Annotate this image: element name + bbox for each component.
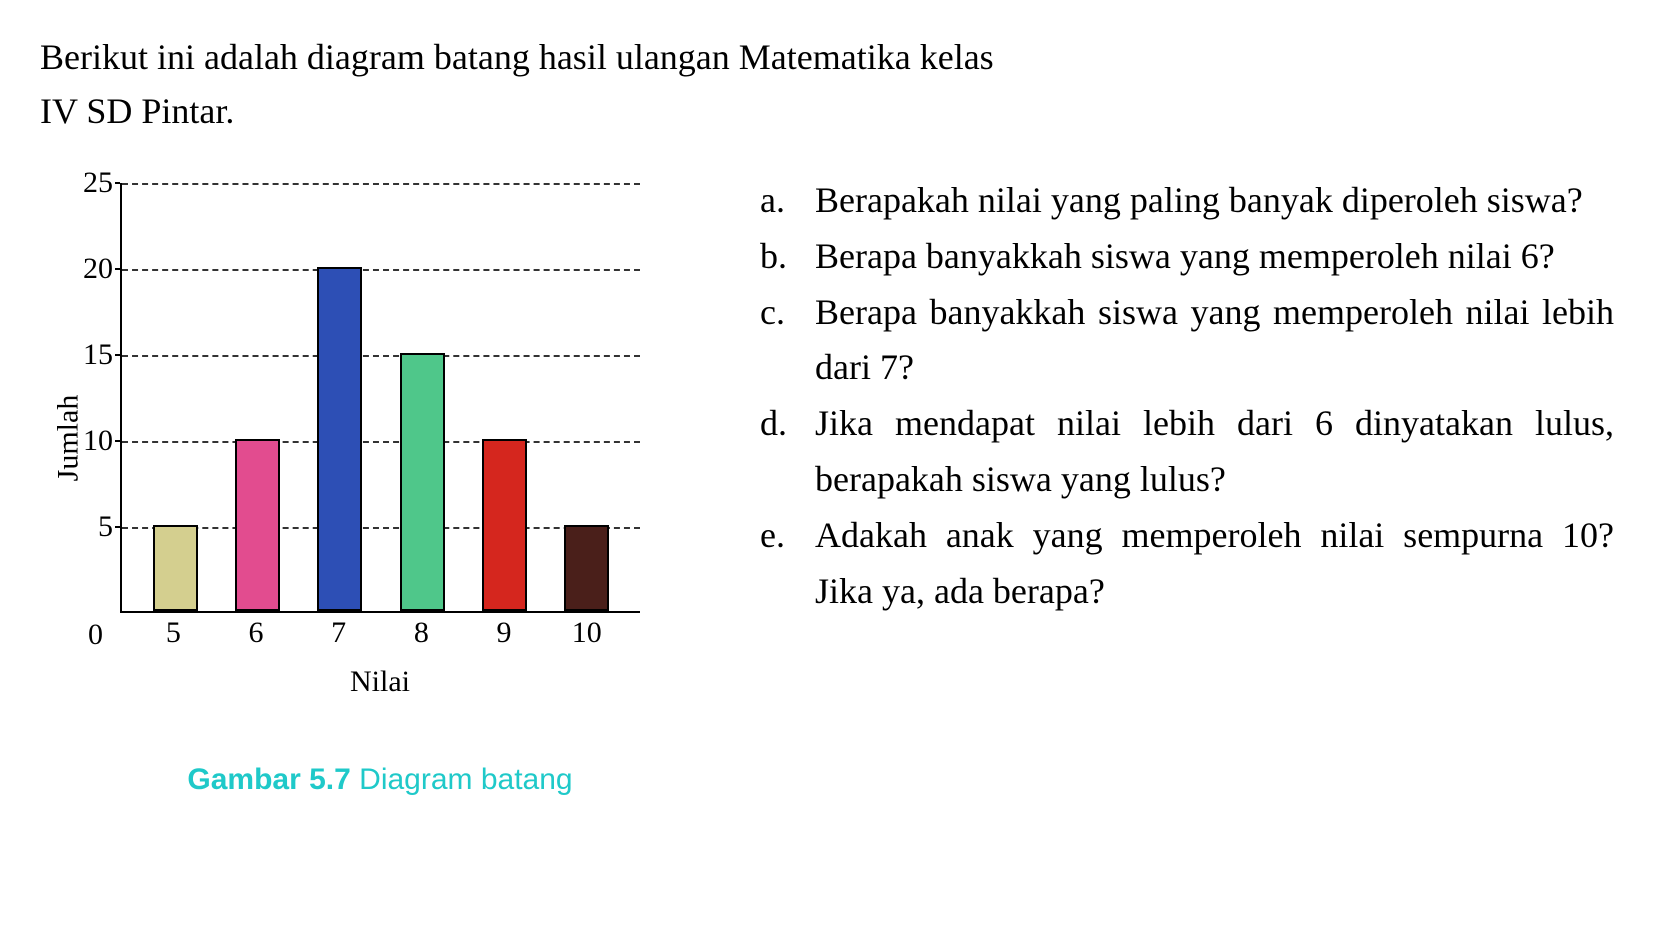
bar-chart: Jumlah 510152025 0 5678910 Nilai bbox=[40, 173, 660, 703]
question-item: b.Berapa banyakkah siswa yang memperoleh… bbox=[760, 229, 1614, 285]
question-item: c.Berapa banyakkah siswa yang memperoleh… bbox=[760, 285, 1614, 397]
bar-slot bbox=[463, 183, 545, 611]
title-block: Berikut ini adalah diagram batang hasil … bbox=[40, 30, 1614, 138]
chart-caption: Gambar 5.7 Diagram batang bbox=[70, 763, 690, 797]
bar-slot bbox=[299, 183, 381, 611]
y-tick-label: 25 bbox=[78, 166, 113, 200]
question-letter: b. bbox=[760, 229, 815, 285]
question-letter: e. bbox=[760, 508, 815, 620]
question-text: Berapa banyakkah siswa yang memperoleh n… bbox=[815, 285, 1614, 397]
x-ticks: 5678910 bbox=[120, 616, 640, 650]
bar bbox=[235, 439, 280, 611]
x-tick-label: 7 bbox=[297, 616, 380, 650]
content-row: Jumlah 510152025 0 5678910 Nilai Gambar … bbox=[40, 173, 1614, 797]
bar bbox=[153, 525, 198, 611]
question-letter: d. bbox=[760, 396, 815, 508]
x-tick-label: 8 bbox=[380, 616, 463, 650]
title-line-1: Berikut ini adalah diagram batang hasil … bbox=[40, 30, 1614, 84]
bar-slot bbox=[134, 183, 216, 611]
question-letter: c. bbox=[760, 285, 815, 397]
title-line-2: IV SD Pintar. bbox=[40, 84, 1614, 138]
caption-text: Diagram batang bbox=[351, 763, 573, 796]
chart-column: Jumlah 510152025 0 5678910 Nilai Gambar … bbox=[40, 173, 690, 797]
bar bbox=[482, 439, 527, 611]
question-text: Adakah anak yang memperoleh nilai sempur… bbox=[815, 508, 1614, 620]
y-origin-label: 0 bbox=[88, 618, 103, 652]
question-text: Jika mendapat nilai lebih dari 6 dinyata… bbox=[815, 396, 1614, 508]
bar-slot bbox=[546, 183, 628, 611]
bar-slot bbox=[381, 183, 463, 611]
x-tick-label: 9 bbox=[463, 616, 546, 650]
question-letter: a. bbox=[760, 173, 815, 229]
bar bbox=[317, 267, 362, 611]
x-tick-label: 5 bbox=[132, 616, 215, 650]
question-item: d.Jika mendapat nilai lebih dari 6 dinya… bbox=[760, 396, 1614, 508]
question-text: Berapa banyakkah siswa yang memperoleh n… bbox=[815, 229, 1614, 285]
plot-area bbox=[120, 183, 640, 613]
questions-list: a.Berapakah nilai yang paling banyak dip… bbox=[760, 173, 1614, 797]
y-tick-label: 5 bbox=[78, 510, 113, 544]
bar-slot bbox=[216, 183, 298, 611]
caption-prefix: Gambar 5.7 bbox=[187, 763, 350, 796]
question-item: e.Adakah anak yang memperoleh nilai semp… bbox=[760, 508, 1614, 620]
bar bbox=[400, 353, 445, 611]
question-text: Berapakah nilai yang paling banyak diper… bbox=[815, 173, 1614, 229]
question-item: a.Berapakah nilai yang paling banyak dip… bbox=[760, 173, 1614, 229]
bars-container bbox=[122, 183, 640, 611]
y-tick-label: 20 bbox=[78, 252, 113, 286]
x-tick-label: 6 bbox=[215, 616, 298, 650]
y-tick-label: 10 bbox=[78, 424, 113, 458]
y-tick-label: 15 bbox=[78, 338, 113, 372]
x-axis-label: Nilai bbox=[120, 665, 640, 699]
bar bbox=[564, 525, 609, 611]
x-tick-label: 10 bbox=[545, 616, 628, 650]
